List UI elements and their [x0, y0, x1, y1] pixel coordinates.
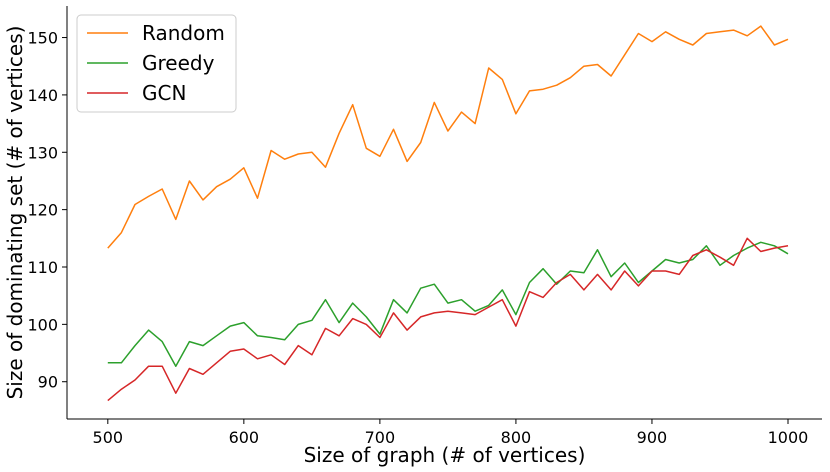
x-tick-label: 600 [229, 428, 260, 447]
legend-box [76, 14, 237, 113]
legend-label-random: Random [142, 21, 225, 45]
y-tick-label: 100 [27, 315, 58, 334]
series-line-random [107, 25, 789, 249]
x-axis-label: Size of graph (# of vertices) [304, 443, 586, 467]
y-tick-label: 140 [27, 86, 58, 105]
y-axis-label: Size of dominating set (# of vertices) [3, 26, 27, 400]
x-tick-label: 500 [93, 428, 124, 447]
x-tick-label: 900 [637, 428, 668, 447]
series-lines [107, 25, 789, 402]
y-tick-label: 150 [27, 29, 58, 48]
y-tick-label: 130 [27, 143, 58, 162]
legend-label-gcn: GCN [142, 81, 186, 105]
y-tick-label: 110 [27, 258, 58, 277]
legend: Random Greedy GCN [76, 14, 237, 113]
x-tick-label: 1000 [768, 428, 809, 447]
axes [66, 6, 822, 420]
y-tick-label: 90 [38, 373, 58, 392]
x-ticks: 500 600 700 800 900 1000 [93, 419, 809, 447]
series-line-gcn [107, 237, 789, 402]
x-tick-label: 800 [501, 428, 532, 447]
series-line-greedy [107, 241, 789, 367]
legend-label-greedy: Greedy [142, 51, 215, 75]
y-ticks: 90 100 110 120 130 140 150 [27, 29, 67, 392]
legend-entries: Random Greedy GCN [87, 21, 225, 105]
y-tick-label: 120 [27, 201, 58, 220]
x-tick-label: 700 [365, 428, 396, 447]
